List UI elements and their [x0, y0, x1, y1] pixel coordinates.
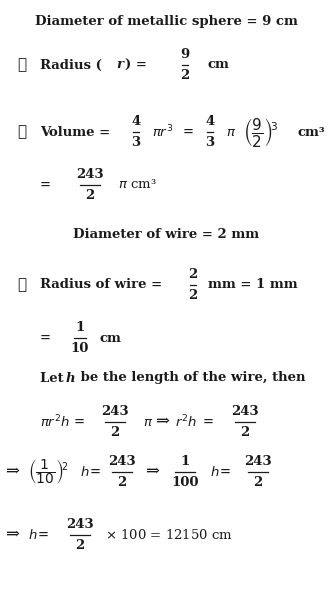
Text: 1: 1 — [75, 320, 85, 334]
Text: 100: 100 — [171, 476, 199, 490]
Text: Radius of wire =: Radius of wire = — [40, 278, 162, 292]
Text: cm³: cm³ — [298, 125, 326, 139]
Text: 2: 2 — [188, 289, 198, 302]
Text: 3: 3 — [206, 136, 214, 149]
Text: 243: 243 — [108, 455, 136, 467]
Text: ⇒: ⇒ — [155, 413, 169, 431]
Text: Volume =: Volume = — [40, 125, 110, 139]
Text: $\pi$: $\pi$ — [143, 415, 153, 428]
Text: 243: 243 — [101, 404, 129, 418]
Text: 1: 1 — [180, 455, 190, 467]
Text: ⇒: ⇒ — [145, 463, 159, 481]
Text: 2: 2 — [85, 190, 95, 202]
Text: 243: 243 — [76, 167, 104, 181]
Text: 2: 2 — [188, 268, 198, 281]
Text: =: = — [40, 179, 51, 191]
Text: cm: cm — [207, 58, 229, 71]
Text: 4: 4 — [205, 115, 214, 128]
Text: ⇒: ⇒ — [5, 527, 19, 544]
Text: $\pi$: $\pi$ — [226, 125, 236, 139]
Text: mm = 1 mm: mm = 1 mm — [208, 278, 298, 292]
Text: ∴: ∴ — [18, 278, 26, 292]
Text: Diameter of wire = 2 mm: Diameter of wire = 2 mm — [73, 227, 259, 241]
Text: ∴: ∴ — [18, 125, 26, 139]
Text: $\left(\dfrac{1}{10}\right)^{\!2}$: $\left(\dfrac{1}{10}\right)^{\!2}$ — [28, 457, 69, 487]
Text: =: = — [220, 466, 231, 479]
Text: 3: 3 — [131, 136, 141, 149]
Text: 2: 2 — [240, 427, 250, 439]
Text: ∴: ∴ — [18, 58, 26, 72]
Text: $\pi$ cm³: $\pi$ cm³ — [118, 179, 157, 191]
Text: $\left(\dfrac{9}{2}\right)^{\!3}$: $\left(\dfrac{9}{2}\right)^{\!3}$ — [243, 115, 279, 148]
Text: Diameter of metallic sphere = 9 cm: Diameter of metallic sphere = 9 cm — [34, 16, 298, 28]
Text: 2: 2 — [75, 539, 85, 553]
Text: 2: 2 — [180, 70, 190, 82]
Text: $r^2h$: $r^2h$ — [175, 414, 197, 430]
Text: $h$: $h$ — [80, 465, 89, 479]
Text: 2: 2 — [253, 476, 262, 490]
Text: cm: cm — [100, 331, 122, 344]
Text: =: = — [183, 125, 194, 139]
Text: $\pi r^2 h$: $\pi r^2 h$ — [40, 414, 70, 430]
Text: 243: 243 — [244, 455, 272, 467]
Text: Radius (: Radius ( — [40, 58, 102, 71]
Text: $h$: $h$ — [210, 465, 219, 479]
Text: ⇒: ⇒ — [5, 463, 19, 481]
Text: 2: 2 — [118, 476, 127, 490]
Text: =: = — [40, 331, 51, 344]
Text: =: = — [90, 466, 101, 479]
Text: 243: 243 — [231, 404, 259, 418]
Text: ) =: ) = — [125, 58, 147, 71]
Text: $\pi r^3$: $\pi r^3$ — [152, 124, 173, 140]
Text: r: r — [116, 58, 123, 71]
Text: be the length of the wire, then: be the length of the wire, then — [76, 371, 306, 385]
Text: $\times$ 100 = 12150 cm: $\times$ 100 = 12150 cm — [105, 528, 233, 542]
Text: $h$: $h$ — [28, 528, 37, 542]
Text: Let: Let — [40, 371, 68, 385]
Text: 243: 243 — [66, 518, 94, 530]
Text: 9: 9 — [180, 47, 190, 61]
Text: 10: 10 — [71, 343, 89, 355]
Text: 4: 4 — [131, 115, 141, 128]
Text: h: h — [66, 371, 75, 385]
Text: =: = — [38, 529, 49, 541]
Text: 2: 2 — [110, 427, 119, 439]
Text: =: = — [203, 415, 214, 428]
Text: =: = — [74, 415, 85, 428]
